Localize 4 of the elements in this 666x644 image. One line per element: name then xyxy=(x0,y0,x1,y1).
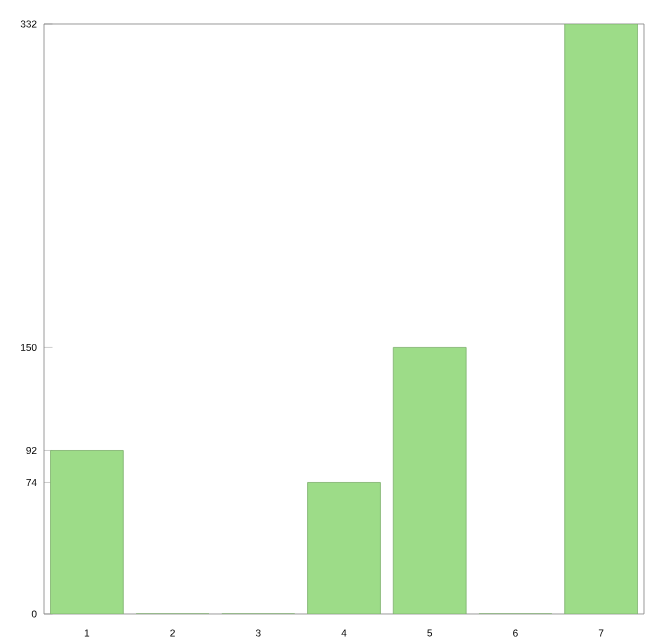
bar xyxy=(393,347,467,615)
bar xyxy=(564,24,638,615)
bar xyxy=(50,450,124,615)
bar xyxy=(307,482,381,615)
